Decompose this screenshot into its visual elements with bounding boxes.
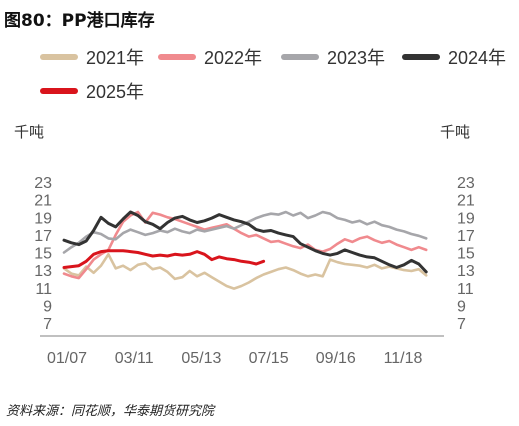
x-tick-label-5: 11/18 [384,350,423,367]
y-tick-right-15: 15 [457,246,475,263]
legend-label-2021: 2021年 [86,48,145,68]
y-tick-left-23: 23 [34,175,52,192]
legend-item-2024: 2024年 [402,44,506,70]
x-tick-label-3: 07/15 [249,350,289,367]
chart-title: 图80：PP港口库存 [4,11,155,31]
y-tick-right-13: 13 [457,263,475,280]
legend-swatch-2024 [402,54,440,60]
y-tick-right-11: 11 [457,281,474,298]
legend-item-2025: 2025年 [40,78,144,104]
y-tick-left-7: 7 [43,316,52,333]
x-tick-label-0: 01/07 [47,350,87,367]
legend-label-2023: 2023年 [327,48,386,68]
series-line-2024 [62,210,428,274]
x-tick-label-4: 09/16 [316,350,356,367]
legend-item-2022: 2022年 [158,44,262,70]
legend-label-2022: 2022年 [204,48,263,68]
x-tick-label-1: 03/11 [115,350,154,367]
y-tick-right-19: 19 [457,210,475,227]
y-tick-left-15: 15 [34,246,52,263]
source-note: 资料来源：同花顺，华泰期货研究院 [6,404,215,419]
y-tick-right-21: 21 [457,193,475,210]
y-tick-left-17: 17 [34,228,52,245]
y-tick-right-7: 7 [457,316,466,333]
legend-label-2024: 2024年 [448,48,507,68]
y-tick-left-9: 9 [43,298,52,315]
legend-item-2021: 2021年 [40,44,144,70]
left-axis-unit: 千吨 [14,123,45,141]
legend-swatch-2022 [158,54,196,60]
y-tick-right-9: 9 [457,298,466,315]
legend-swatch-2023 [281,54,319,60]
y-tick-left-21: 21 [34,193,52,210]
legend-swatch-2025 [40,88,78,94]
right-axis-unit: 千吨 [440,123,471,141]
x-tick-label-2: 05/13 [181,350,221,367]
y-tick-left-11: 11 [35,281,52,298]
y-tick-left-13: 13 [34,263,52,280]
legend-label-2025: 2025年 [86,82,145,102]
y-tick-left-19: 19 [34,210,52,227]
y-tick-right-23: 23 [457,175,475,192]
legend-item-2023: 2023年 [281,44,385,70]
series-line-2022 [62,210,428,280]
series-line-2025 [62,249,266,269]
series-line-2021 [62,253,428,290]
legend-swatch-2021 [40,54,78,60]
y-tick-right-17: 17 [457,228,475,245]
